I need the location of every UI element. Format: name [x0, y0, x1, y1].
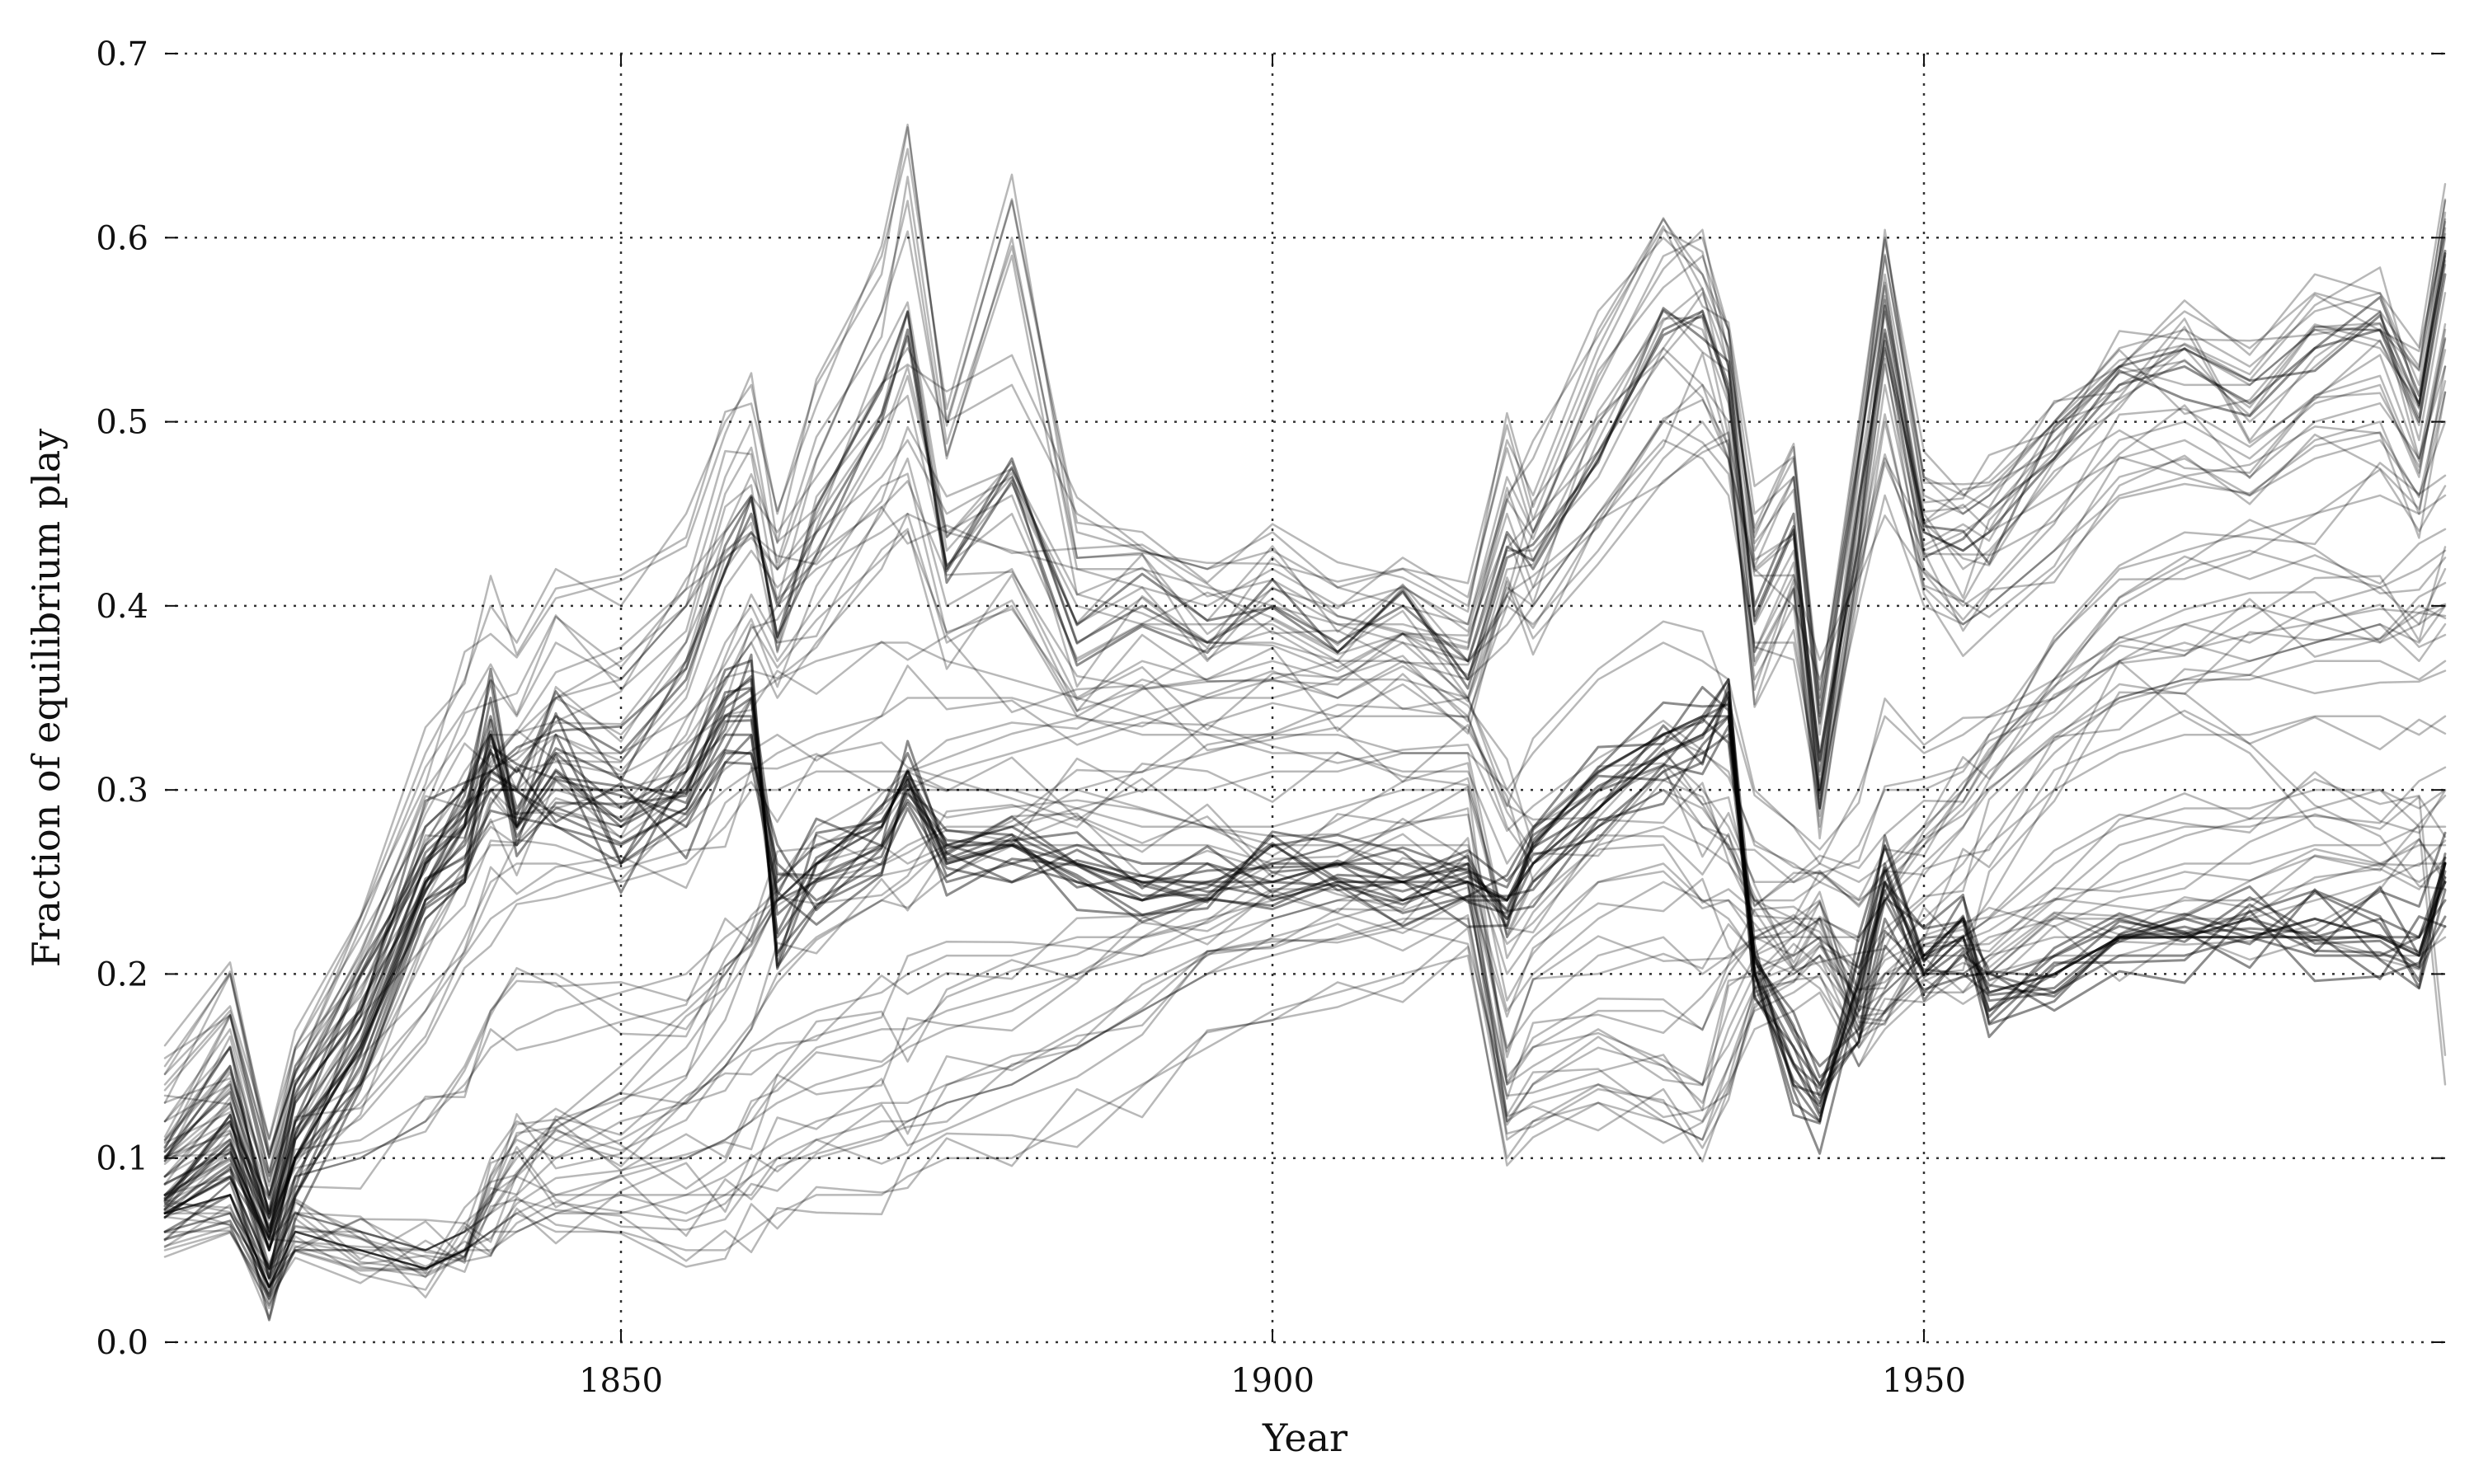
series-line [163, 788, 2447, 1307]
y-tick-label: 0.2 [96, 956, 148, 993]
series-line [163, 777, 2447, 1301]
series-line [163, 733, 2447, 1289]
series-line [163, 716, 2447, 1322]
series-line [163, 838, 2447, 1310]
series-line [163, 674, 2447, 1249]
series-line [163, 688, 2447, 1200]
y-tick-label: 0.4 [96, 588, 148, 626]
y-tick-label: 0.5 [96, 404, 148, 442]
y-tick-label: 0.1 [96, 1140, 148, 1178]
series-line [163, 249, 2447, 1212]
y-axis-label: Fraction of equilibrium play [24, 429, 68, 968]
series-line [163, 462, 2447, 1221]
grid-layer [165, 52, 2445, 1344]
x-axis-label: Year [1262, 1416, 1348, 1460]
series-line [163, 603, 2447, 1216]
series-line [163, 659, 2447, 1280]
series-line [163, 220, 2447, 1187]
series-line [163, 338, 2447, 1173]
series-line [163, 391, 2447, 1183]
series-line [163, 309, 2447, 1242]
series-line [163, 260, 2447, 1217]
series-line [163, 468, 2447, 1177]
y-tick-label: 0.7 [96, 35, 148, 73]
series-line [163, 380, 2447, 1271]
series-line [163, 349, 2447, 1279]
series-line [163, 669, 2447, 1248]
y-tick-label: 0.3 [96, 772, 148, 810]
series-line [163, 126, 2447, 1159]
series-line [163, 857, 2447, 1280]
series-line [163, 725, 2447, 1297]
series-line [163, 881, 2447, 1289]
series-line [163, 494, 2447, 1196]
x-tick-label: 1900 [1230, 1362, 1315, 1400]
series-line [163, 347, 2447, 1159]
series-line [163, 365, 2447, 1252]
y-tick-label: 0.6 [96, 219, 148, 257]
series-line [163, 698, 2447, 1219]
series-line [163, 771, 2447, 1271]
series-line [163, 237, 2447, 1141]
series-line [163, 604, 2447, 1289]
series-line [163, 200, 2447, 1178]
series-line [163, 622, 2447, 1233]
series-line [163, 852, 2447, 1296]
series-line [163, 686, 2447, 1229]
series-line [163, 567, 2447, 1214]
series-line [163, 612, 2447, 1237]
series-line [163, 604, 2447, 1233]
series-line [163, 862, 2447, 1289]
series-line [163, 252, 2447, 1239]
series-line [163, 528, 2447, 1274]
series-line [163, 123, 2447, 1140]
series-line [163, 590, 2447, 1305]
series-line [163, 825, 2447, 1270]
series-line [163, 176, 2447, 1174]
series-line [163, 701, 2447, 1241]
series-line [163, 660, 2447, 1252]
series-line [163, 683, 2447, 1238]
axis-layer: 0.0 0.1 0.2 0.3 0.4 0.5 0.6 0.7 1850 1900 1950 [96, 35, 2445, 1400]
series-line [163, 766, 2447, 1320]
series-line [163, 237, 2447, 1196]
series-line [163, 796, 2447, 1275]
series-line [163, 292, 2447, 1233]
series-line [163, 653, 2447, 1280]
series-line [163, 839, 2447, 1295]
x-tick-label: 1850 [579, 1362, 663, 1400]
series-line [163, 715, 2447, 1270]
series-line [163, 715, 2447, 1233]
series-line [163, 678, 2447, 1252]
series-line [163, 581, 2447, 1271]
series-line [163, 843, 2447, 1289]
series-line [163, 336, 2447, 1219]
series-line [163, 225, 2447, 1153]
series-line [163, 148, 2447, 1155]
series-line [163, 794, 2447, 1266]
series-line [163, 715, 2447, 1252]
series-line [163, 519, 2447, 1291]
y-tick-label: 0.0 [96, 1324, 148, 1362]
series-layer [163, 123, 2447, 1322]
series-line [163, 273, 2447, 1215]
series-line [163, 660, 2447, 1289]
series-line [163, 788, 2447, 1289]
series-line [163, 549, 2447, 1270]
series-line [163, 697, 2447, 1270]
series-line [163, 328, 2447, 1252]
series-line [163, 264, 2447, 1199]
series-line [163, 211, 2447, 1158]
series-line [163, 709, 2447, 1281]
series-line [163, 546, 2447, 1214]
series-line [163, 391, 2447, 1228]
x-tick-label: 1950 [1882, 1362, 1966, 1400]
series-line [163, 838, 2447, 1300]
series-line [163, 603, 2447, 1220]
series-line [163, 420, 2447, 1196]
series-line [163, 691, 2447, 1300]
